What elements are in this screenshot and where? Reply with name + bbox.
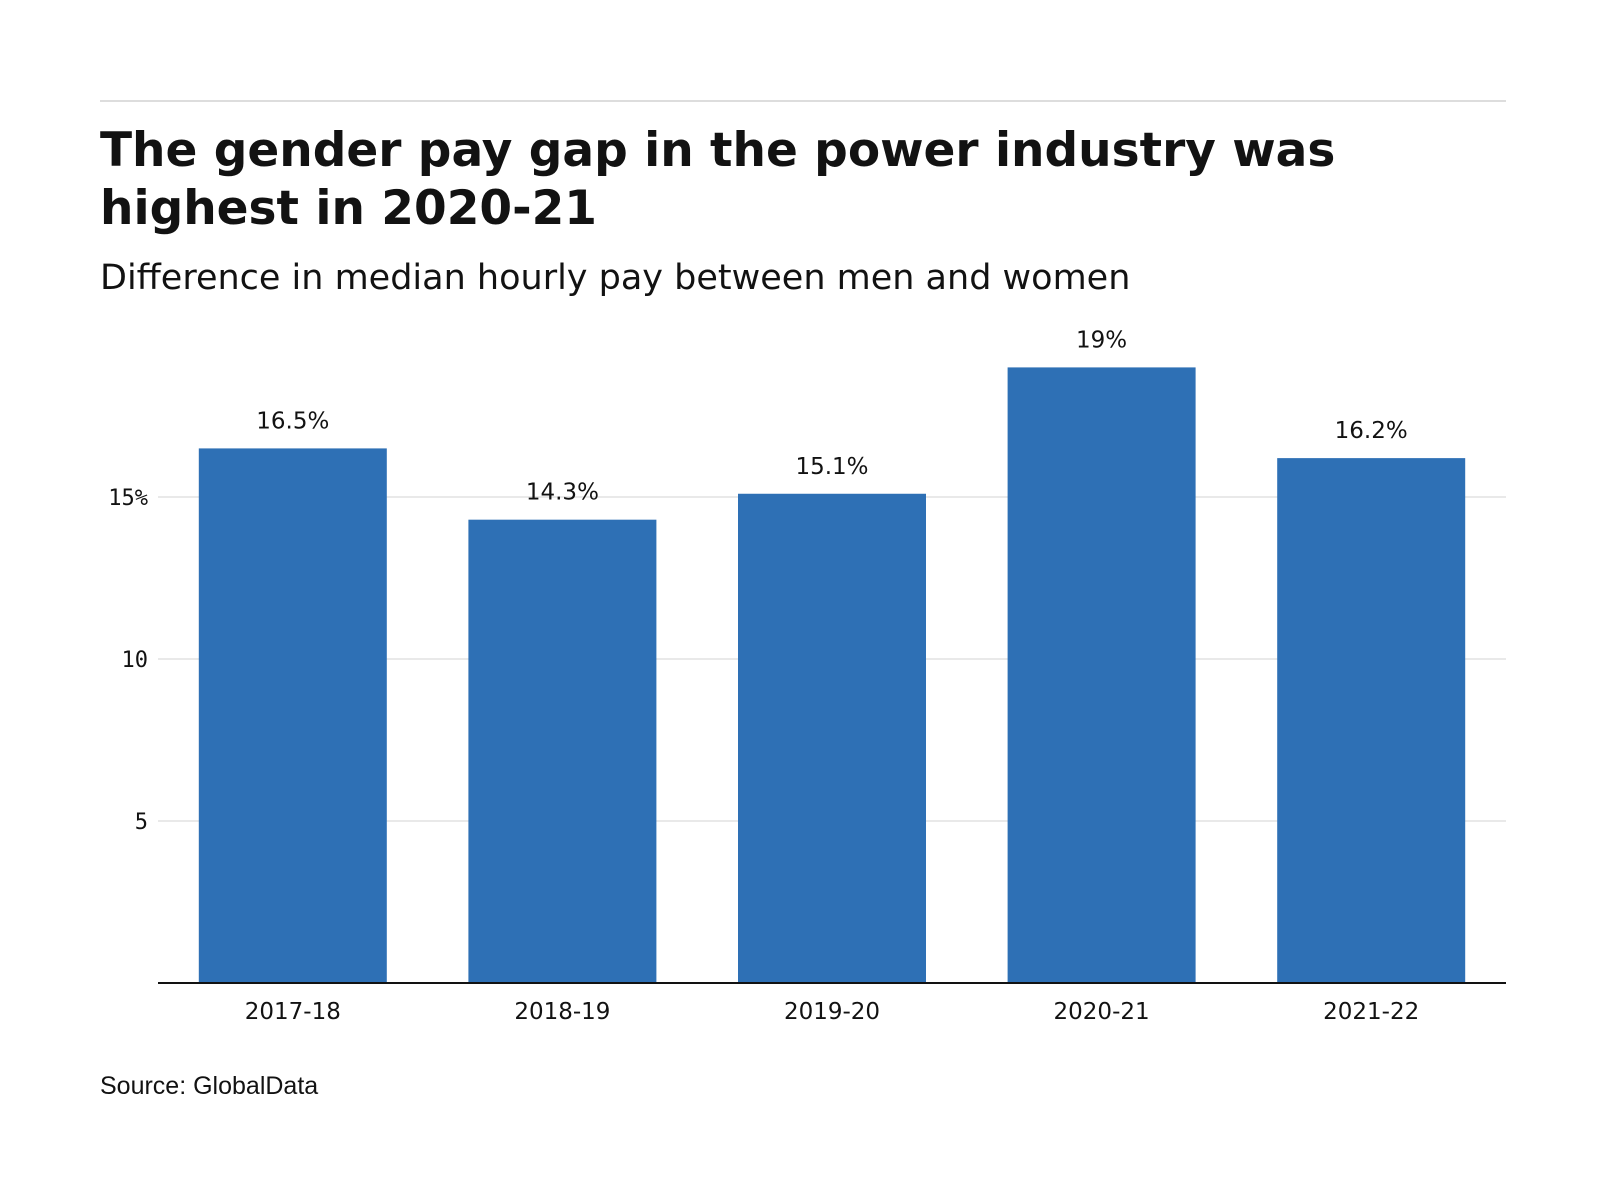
bar-2017-18 — [198, 448, 387, 983]
chart-title: The gender pay gap in the power industry… — [100, 123, 1336, 236]
x-tick-label: 2020-21 — [1054, 999, 1150, 1025]
y-tick-label: 15% — [108, 486, 148, 511]
bar-2018-19 — [468, 519, 657, 983]
x-tick-label: 2021-22 — [1323, 999, 1419, 1025]
y-tick-label: 10 — [122, 648, 149, 673]
top-rule — [100, 100, 1506, 102]
x-tick-label: 2019-20 — [784, 999, 880, 1025]
x-tick-label: 2018-19 — [514, 999, 610, 1025]
x-tick-label: 2017-18 — [245, 999, 341, 1025]
x-axis-ticks: 2017-18 2018-19 2019-20 2020-21 2021-22 — [245, 999, 1420, 1025]
data-label: 14.3% — [526, 480, 599, 506]
bars — [198, 367, 1466, 983]
bar-2021-22 — [1277, 458, 1466, 983]
data-label: 19% — [1076, 327, 1127, 353]
data-label: 15.1% — [795, 454, 868, 480]
y-tick-label: 5 — [135, 810, 148, 835]
data-label: 16.2% — [1335, 418, 1408, 444]
y-axis-ticks: 5 10 15% — [108, 486, 148, 835]
source-note: Source: GlobalData — [100, 1072, 319, 1100]
chart-subtitle: Difference in median hourly pay between … — [100, 258, 1131, 298]
data-labels: 16.5% 14.3% 15.1% 19% 16.2% — [256, 327, 1407, 505]
bar-2019-20 — [738, 493, 926, 983]
bar-2020-21 — [1007, 367, 1196, 983]
data-label: 16.5% — [256, 408, 329, 434]
